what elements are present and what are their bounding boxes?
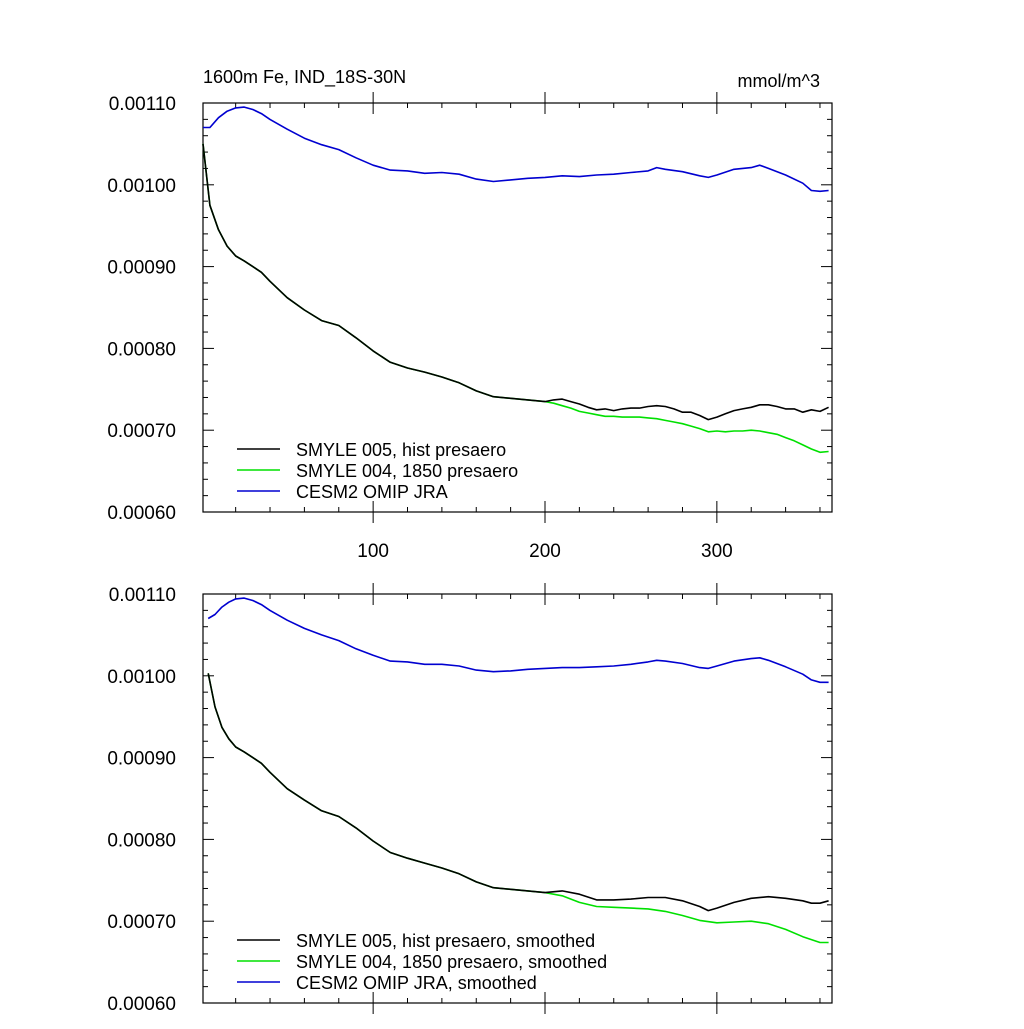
plot-frame [202,593,833,1004]
chart-title: 1600m Fe, IND_18S-30N [203,67,406,88]
x-tick-label: 200 [529,541,561,562]
y-tick-label: 0.00090 [107,749,176,770]
y-tick-label: 0.00070 [107,912,176,933]
legend-label: SMYLE 005, hist presaero [296,440,506,460]
legend-label: SMYLE 005, hist presaero, smoothed [296,931,595,951]
legend-label: CESM2 OMIP JRA, smoothed [296,973,537,993]
x-tick-label: 100 [357,541,389,562]
y-tick-label: 0.00100 [107,667,176,688]
y-tick-label: 0.00100 [107,176,176,197]
legend-label: SMYLE 004, 1850 presaero [296,461,518,481]
series-line [207,673,829,912]
y-tick-label: 0.00110 [109,585,176,606]
series-line [202,143,829,421]
y-tick-label: 0.00060 [107,994,176,1015]
top-panel: 1600m Fe, IND_18S-30N mmol/m^3 0.00060 0.… [107,67,833,562]
units-label: mmol/m^3 [738,71,820,91]
series-line [202,143,829,454]
y-tick-label: 0.00080 [107,830,176,851]
y-tick-label: 0.00070 [107,421,176,442]
legend-label: SMYLE 004, 1850 presaero, smoothed [296,952,607,972]
y-tick-label: 0.00080 [107,339,176,360]
y-tick-label: 0.00060 [107,503,176,524]
legend-label: CESM2 OMIP JRA [296,482,448,502]
bottom-panel: 0.00060 0.00070 0.00080 0.00090 0.00100 0.001… [107,583,833,1015]
y-tick-label: 0.00110 [109,94,176,115]
x-tick-label: 300 [701,541,733,562]
series-line [207,597,829,684]
plot-frame [202,102,833,513]
y-tick-label: 0.00090 [107,258,176,279]
series-line [203,106,829,193]
